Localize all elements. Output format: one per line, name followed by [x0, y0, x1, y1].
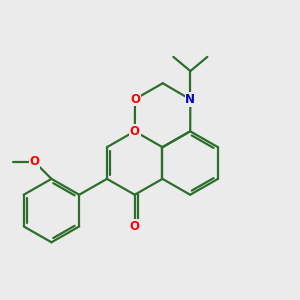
Text: N: N	[185, 93, 195, 106]
Text: O: O	[29, 155, 40, 168]
Text: O: O	[130, 220, 140, 233]
Text: O: O	[130, 93, 140, 106]
Text: O: O	[130, 125, 140, 138]
